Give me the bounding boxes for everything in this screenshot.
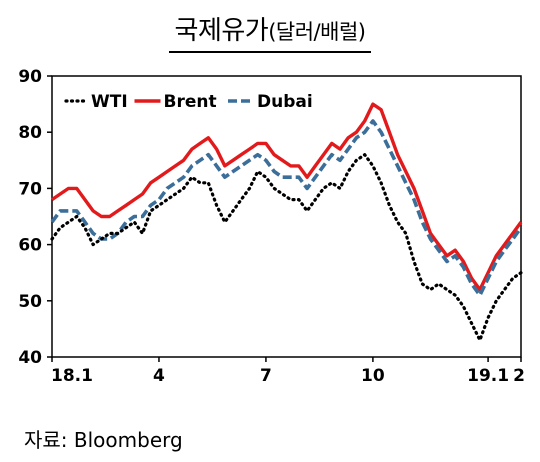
- series-line-dubai: [50, 119, 523, 298]
- y-tick-label: 60: [18, 236, 42, 256]
- chart-title-unit: (달러/배럴): [268, 20, 366, 44]
- source-note: 자료: Bloomberg: [24, 428, 183, 452]
- x-tick-label: 7: [260, 366, 272, 386]
- legend-label-brent: Brent: [164, 92, 217, 112]
- y-tick-label: 80: [18, 123, 42, 143]
- legend-label-dubai: Dubai: [257, 92, 313, 112]
- x-tick-label: 4: [153, 366, 165, 386]
- chart-title-main: 국제유가: [174, 16, 269, 46]
- series-line-brent: [51, 102, 523, 292]
- x-tick-label: 18.1: [51, 366, 93, 386]
- y-tick-label: 40: [18, 348, 42, 368]
- y-tick-label: 50: [18, 292, 42, 312]
- chart-title-wrap: 국제유가(달러/배럴): [0, 14, 540, 53]
- y-tick-label: 70: [18, 179, 42, 199]
- plot-area-frame: [51, 75, 522, 358]
- series-line-wti: [50, 153, 523, 342]
- chart-title: 국제유가(달러/배럴): [168, 14, 372, 53]
- legend-label-wti: WTI: [91, 92, 128, 112]
- x-tick-label: 10: [361, 366, 385, 386]
- x-tick-label: 2: [513, 366, 525, 386]
- x-tick-label: 19.1: [467, 366, 509, 386]
- y-tick-label: 90: [18, 67, 42, 87]
